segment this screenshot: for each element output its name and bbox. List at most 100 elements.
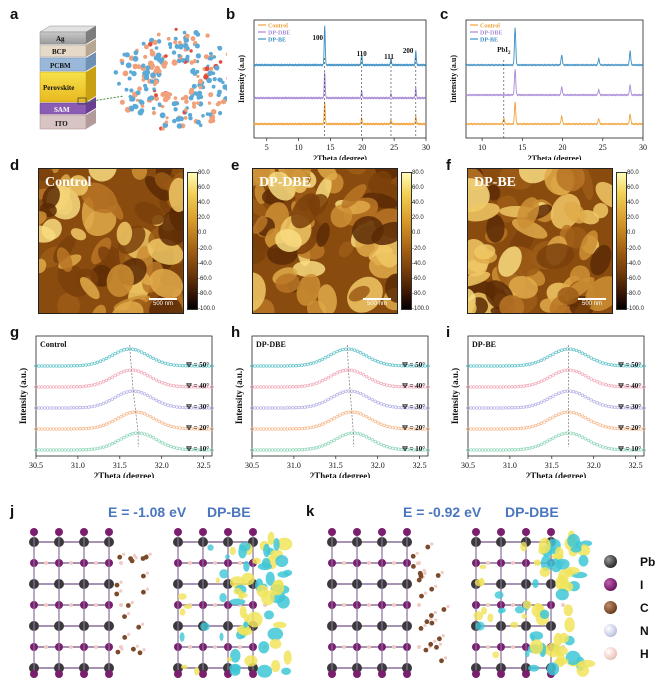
gixrd-point bbox=[178, 384, 182, 389]
gixrd-point bbox=[49, 364, 53, 368]
gixrd-point bbox=[489, 406, 494, 410]
gixrd-point bbox=[583, 353, 587, 357]
gixrd-point bbox=[376, 401, 380, 405]
h-atom bbox=[141, 622, 145, 626]
gixrd-point bbox=[101, 358, 106, 362]
gixrd-point bbox=[367, 416, 371, 420]
charge-density-blob bbox=[207, 544, 214, 551]
gixrd-point bbox=[598, 444, 602, 448]
charge-density-blob bbox=[479, 564, 487, 569]
gixrd-point bbox=[347, 347, 351, 351]
gixrd-point bbox=[580, 414, 585, 418]
gixrd-point bbox=[253, 406, 257, 410]
i-atom bbox=[249, 670, 257, 678]
layer-label-ag: Ag bbox=[56, 35, 65, 43]
peak-label: 200 bbox=[403, 47, 414, 55]
charge-density-blob bbox=[563, 604, 573, 617]
molecule-atom bbox=[154, 46, 159, 50]
charge-density-blob bbox=[243, 613, 250, 623]
charge-density-blob bbox=[238, 628, 253, 636]
h-atom bbox=[213, 561, 217, 565]
gixrd-point bbox=[598, 360, 602, 364]
gixrd-point bbox=[376, 421, 380, 425]
afm-texture bbox=[253, 169, 397, 313]
gixrd-point bbox=[46, 385, 50, 389]
afm-grain bbox=[318, 284, 337, 313]
gixrd-point bbox=[402, 447, 407, 452]
gixrd-point bbox=[262, 427, 266, 431]
gixrd-point bbox=[84, 405, 88, 410]
molecule-atom bbox=[183, 94, 189, 100]
charge-density-blob bbox=[277, 595, 290, 609]
gixrd-point bbox=[178, 405, 182, 409]
gixrd-point bbox=[93, 447, 97, 451]
gixrd-point bbox=[361, 373, 366, 377]
gixrd-point bbox=[37, 406, 41, 410]
gixrd-point bbox=[577, 350, 582, 354]
molecule-atom bbox=[191, 101, 197, 106]
molecule-atom bbox=[143, 83, 148, 88]
gixrd-point bbox=[148, 414, 153, 419]
gixrd-point bbox=[175, 363, 179, 367]
gixrd-point bbox=[560, 390, 564, 394]
molecule-atom bbox=[210, 109, 217, 115]
gixrd-point bbox=[134, 431, 138, 435]
charge-density-blob bbox=[529, 639, 544, 655]
molecule-atom bbox=[188, 112, 193, 118]
gixrd-point bbox=[364, 414, 369, 419]
gixrd-point bbox=[586, 354, 590, 359]
gixrd-point bbox=[601, 445, 605, 449]
gixrd-point bbox=[385, 383, 389, 387]
afm-texture bbox=[39, 169, 183, 313]
gixrd-point bbox=[402, 427, 407, 431]
gixrd-point bbox=[397, 363, 401, 368]
gixrd-point bbox=[323, 356, 327, 360]
gixrd-point bbox=[373, 399, 377, 403]
i-atom bbox=[30, 528, 38, 536]
c-atom bbox=[117, 554, 123, 560]
gixrd-point bbox=[262, 448, 266, 452]
gixrd-point bbox=[504, 406, 508, 410]
psi-label: Ψ = 10° bbox=[402, 445, 425, 453]
gixrd-point bbox=[166, 423, 170, 427]
colorbar-tick-label: -20.0 bbox=[412, 245, 426, 252]
gixrd-point bbox=[87, 362, 91, 367]
colorbar-tick-label: -20.0 bbox=[198, 245, 212, 252]
peak-label: 111 bbox=[384, 53, 394, 61]
h-atom bbox=[69, 603, 73, 607]
gixrd-point bbox=[323, 377, 327, 381]
molecule-atom bbox=[153, 39, 158, 44]
gixrd-point bbox=[489, 385, 494, 389]
legend-label: DP-DBE bbox=[480, 31, 502, 37]
xrd-series-0 bbox=[465, 27, 643, 67]
gixrd-point bbox=[344, 389, 348, 394]
gixrd-point bbox=[195, 385, 199, 389]
gixrd-point bbox=[195, 448, 199, 452]
molecule-atom bbox=[152, 87, 156, 91]
gixrd-point bbox=[160, 401, 164, 405]
molecule-atom bbox=[212, 77, 217, 82]
i-atom bbox=[472, 670, 480, 678]
h-atom bbox=[511, 645, 515, 649]
charge-density-blob bbox=[533, 559, 541, 566]
gixrd-point bbox=[329, 440, 333, 444]
molecule-atom bbox=[171, 50, 177, 55]
charge-density-blob bbox=[553, 646, 568, 656]
gixrd-point bbox=[128, 433, 132, 437]
charge-density-blob bbox=[219, 632, 224, 641]
molecule-atom bbox=[225, 52, 227, 57]
x-tick-label: 20 bbox=[358, 143, 366, 152]
gixrd-point bbox=[154, 358, 158, 362]
h-atom bbox=[415, 561, 419, 565]
gixrd-point bbox=[542, 357, 546, 361]
gixrd-point bbox=[338, 370, 342, 374]
c-atom bbox=[429, 613, 434, 618]
gixrd-point bbox=[104, 422, 109, 426]
gixrd-point bbox=[297, 448, 301, 452]
molecule-atom bbox=[137, 86, 142, 91]
colorbar-tick-label: -80.0 bbox=[198, 290, 212, 297]
afm-title: Control bbox=[45, 175, 92, 190]
gixrd-point bbox=[571, 410, 576, 415]
gixrd-point bbox=[361, 352, 366, 356]
gixrd-point bbox=[145, 353, 150, 357]
